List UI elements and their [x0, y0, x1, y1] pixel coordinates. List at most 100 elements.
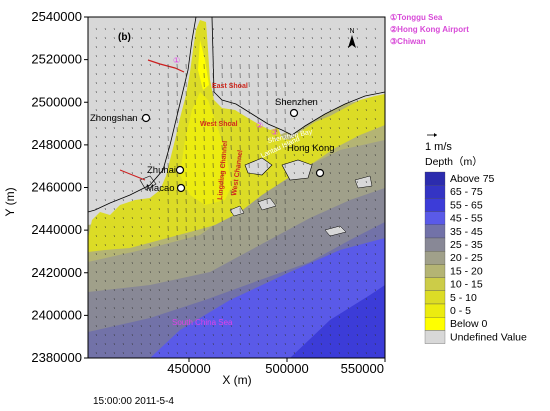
velocity-vector — [131, 27, 133, 31]
velocity-vector — [365, 27, 367, 31]
velocity-vector — [320, 36, 322, 40]
velocity-vector — [95, 81, 97, 85]
velocity-vector — [122, 297, 124, 301]
hong-kong-marker — [315, 168, 325, 178]
velocity-vector — [158, 234, 160, 238]
velocity-vector — [347, 171, 349, 175]
velocity-vector — [365, 54, 367, 58]
river-channel — [119, 169, 146, 181]
velocity-vector — [122, 324, 124, 328]
velocity-vector — [311, 144, 313, 148]
velocity-vector — [347, 36, 349, 40]
velocity-vector — [329, 333, 331, 337]
velocity-vector — [329, 162, 331, 166]
velocity-vector — [167, 270, 169, 274]
velocity-vector — [140, 315, 142, 319]
velocity-vector — [104, 315, 106, 319]
velocity-vector — [347, 225, 349, 229]
velocity-vector — [212, 333, 214, 337]
velocity-vector — [338, 180, 340, 184]
legend-swatch — [424, 264, 446, 278]
velocity-vector — [167, 342, 169, 346]
velocity-vector — [158, 261, 160, 265]
velocity-vector — [122, 27, 124, 31]
velocity-vector — [95, 99, 97, 103]
velocity-vector — [347, 135, 349, 139]
velocity-vector — [104, 45, 106, 49]
velocity-vector — [248, 45, 250, 49]
velocity-vector — [320, 198, 322, 202]
velocity-vector — [185, 36, 187, 40]
velocity-vector — [266, 54, 268, 58]
velocity-vector — [131, 117, 133, 121]
svg-text:N: N — [349, 28, 354, 35]
velocity-vector — [104, 234, 106, 238]
velocity-vector — [194, 279, 196, 283]
legend-swatch — [424, 251, 446, 265]
velocity-vector — [374, 180, 376, 184]
velocity-vector — [338, 243, 340, 247]
velocity-vector — [293, 234, 295, 238]
velocity-vector — [347, 270, 349, 274]
velocity-vector — [338, 99, 340, 103]
velocity-vector — [221, 261, 223, 265]
velocity-vector — [338, 306, 340, 310]
velocity-vector — [176, 306, 178, 310]
velocity-vector — [320, 117, 322, 121]
velocity-vector — [356, 54, 358, 58]
velocity-vector — [95, 171, 97, 175]
velocity-vector — [140, 306, 142, 310]
legend-swatch — [424, 185, 446, 199]
velocity-vector — [311, 216, 313, 220]
velocity-vector — [230, 297, 232, 301]
velocity-vector — [311, 225, 313, 229]
velocity-vector — [275, 279, 277, 283]
velocity-vector — [320, 270, 322, 274]
velocity-vector — [293, 252, 295, 256]
velocity-vector — [131, 99, 133, 103]
velocity-vector — [122, 63, 124, 67]
velocity-vector — [293, 36, 295, 40]
velocity-vector — [257, 342, 259, 346]
velocity-vector — [239, 36, 241, 40]
velocity-vector — [95, 351, 97, 355]
velocity-vector — [185, 54, 187, 58]
velocity-vector — [329, 306, 331, 310]
velocity-vector — [113, 189, 115, 193]
velocity-vector — [374, 297, 376, 301]
velocity-vector — [293, 81, 295, 85]
velocity-vector — [149, 261, 151, 265]
velocity-vector — [149, 189, 151, 193]
velocity-vector — [320, 135, 322, 139]
velocity-vector — [149, 234, 151, 238]
legend-swatch — [424, 317, 446, 331]
velocity-vector — [104, 72, 106, 76]
velocity-vector — [365, 144, 367, 148]
velocity-vector — [95, 72, 97, 76]
velocity-vector — [203, 243, 205, 247]
y-tick-label: 2420000 — [31, 265, 82, 280]
velocity-vector — [347, 162, 349, 166]
velocity-vector — [293, 207, 295, 211]
velocity-vector — [95, 45, 97, 49]
velocity-vector — [194, 261, 196, 265]
velocity-vector — [284, 27, 286, 31]
velocity-vector — [122, 261, 124, 265]
velocity-vector — [257, 45, 259, 49]
velocity-vector — [140, 234, 142, 238]
velocity-vector — [356, 153, 358, 157]
velocity-vector — [239, 45, 241, 49]
velocity-vector — [122, 153, 124, 157]
velocity-vector — [95, 306, 97, 310]
velocity-vector — [140, 108, 142, 112]
velocity-vector — [338, 135, 340, 139]
velocity-vector — [257, 306, 259, 310]
velocity-vector — [320, 324, 322, 328]
velocity-vector — [320, 207, 322, 211]
legend-swatch — [424, 330, 446, 344]
velocity-vector — [113, 324, 115, 328]
legend-label: 35 - 45 — [450, 226, 483, 238]
velocity-vector — [266, 243, 268, 247]
velocity-vector — [140, 117, 142, 121]
